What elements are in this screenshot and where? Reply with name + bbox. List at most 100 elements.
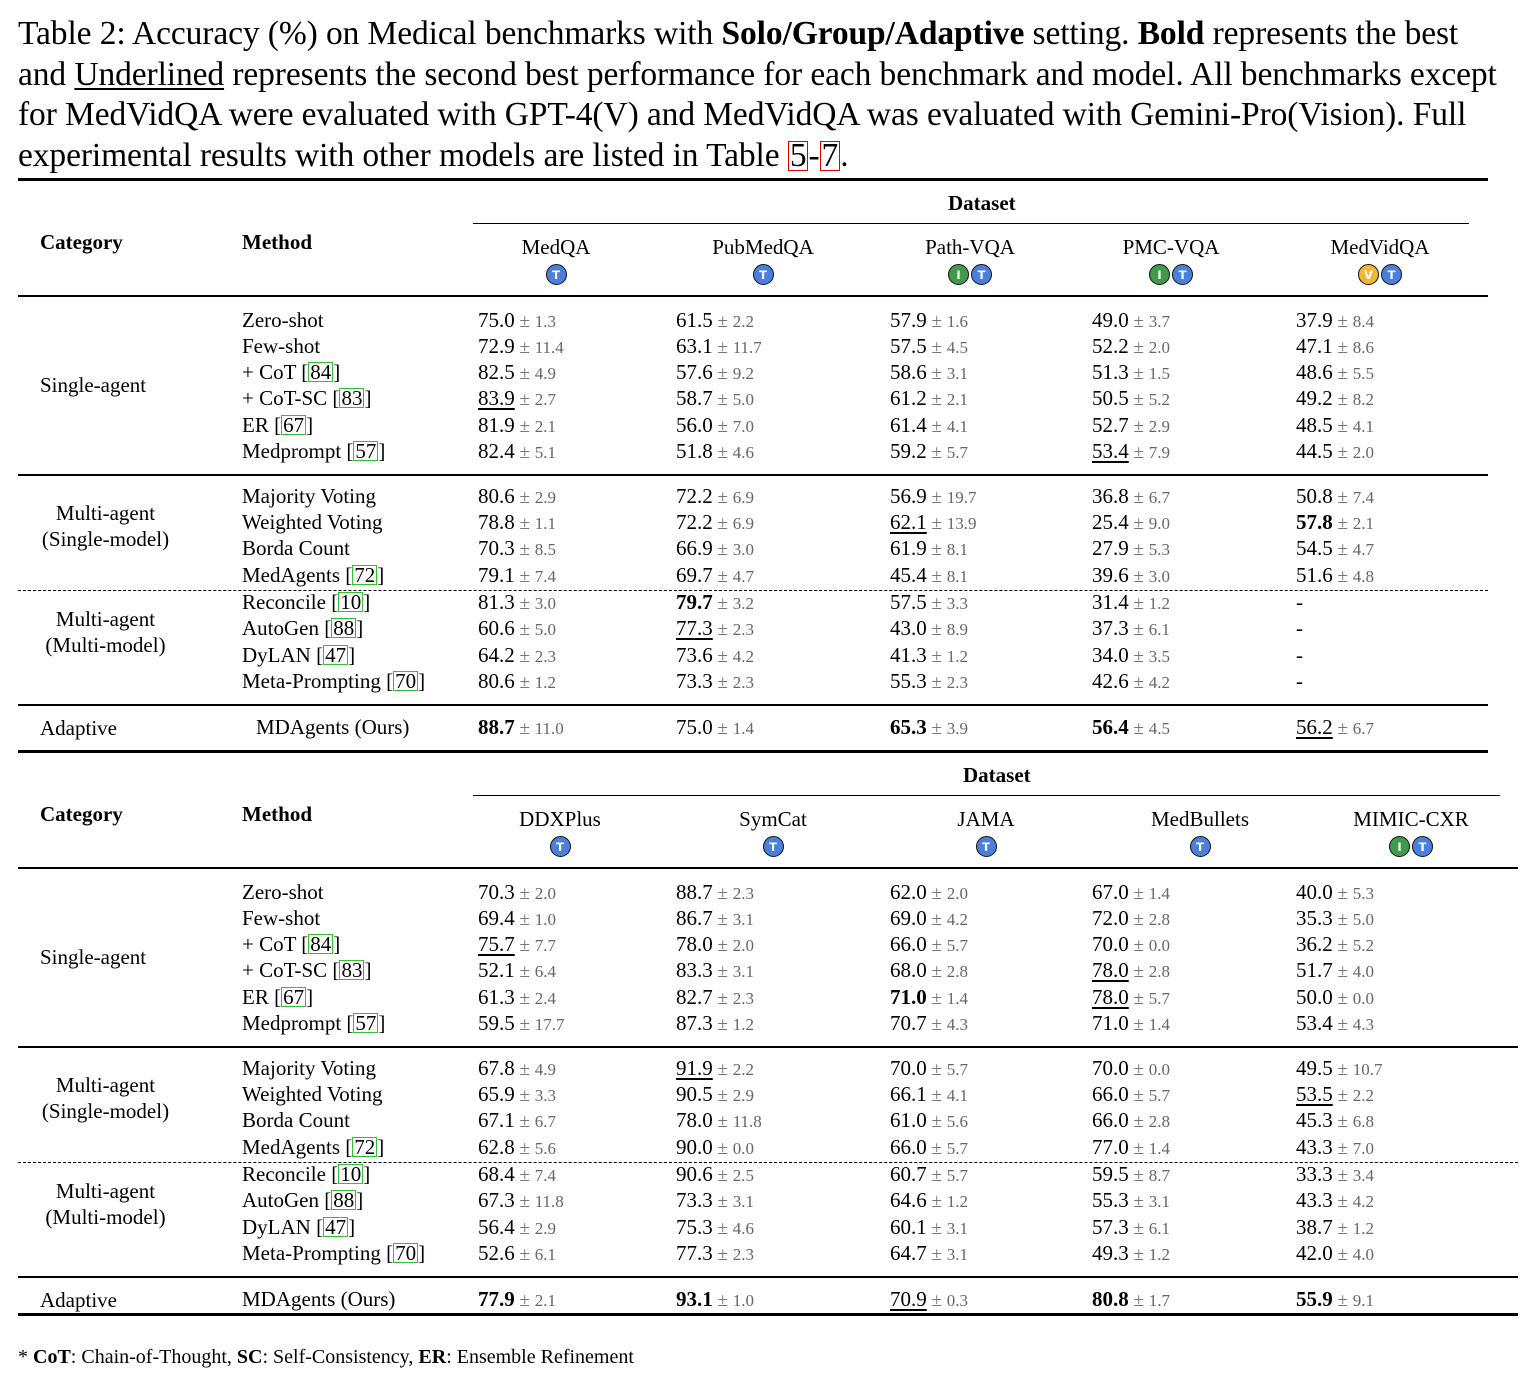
std-dev-value: 4.2 xyxy=(732,647,754,666)
plus-minus-sign: ± xyxy=(712,1085,733,1106)
result-value: 36.8 xyxy=(1092,484,1129,508)
modality-badges: T xyxy=(762,836,784,857)
plus-minus-sign: ± xyxy=(514,883,535,904)
result-value: 80.6 xyxy=(478,484,515,508)
std-dev-value: 7.4 xyxy=(534,567,556,586)
citation-link[interactable]: 83 xyxy=(339,958,365,982)
table-ref-link[interactable]: 5 xyxy=(787,136,809,174)
citation-link[interactable]: 67 xyxy=(281,413,307,437)
result-value: 80.8 xyxy=(1092,1287,1129,1311)
result-cell: 55.3 ± 2.3 xyxy=(890,669,968,695)
result-value: 82.4 xyxy=(478,439,515,463)
result-value: 35.3 xyxy=(1296,906,1333,930)
citation-link[interactable]: 84 xyxy=(308,360,334,384)
footnote-star: * xyxy=(18,1346,33,1368)
result-cell: 61.2 ± 2.1 xyxy=(890,386,968,412)
citation-link[interactable]: 10 xyxy=(338,590,364,614)
plus-minus-sign: ± xyxy=(712,513,733,534)
result-value: 52.2 xyxy=(1092,334,1129,358)
citation-link[interactable]: 70 xyxy=(393,669,419,693)
result-value: 77.0 xyxy=(1092,1135,1129,1159)
citation-link[interactable]: 57 xyxy=(353,439,379,463)
method-label: Zero-shot xyxy=(242,880,324,904)
modality-image-icon: I xyxy=(1149,264,1170,285)
result-value: 45.4 xyxy=(890,563,927,587)
method-name: Meta-Prompting [70] xyxy=(242,1241,425,1265)
plus-minus-sign: ± xyxy=(1332,363,1353,384)
result-value: 52.1 xyxy=(478,958,515,982)
result-value: 50.5 xyxy=(1092,386,1129,410)
result-cell: 78.0 ± 2.8 xyxy=(1092,958,1170,984)
citation-link[interactable]: 84 xyxy=(308,932,334,956)
plus-minus-sign: ± xyxy=(712,416,733,437)
plus-minus-sign: ± xyxy=(514,646,535,667)
std-dev-value: 7.4 xyxy=(1352,488,1374,507)
method-label: AutoGen [ xyxy=(242,1188,332,1212)
category-label: (Single-model) xyxy=(41,527,170,551)
method-label: DyLAN [ xyxy=(242,643,324,667)
std-dev-value: 19.7 xyxy=(946,488,977,507)
plus-minus-sign: ± xyxy=(712,1290,733,1311)
result-cell: 68.4 ± 7.4 xyxy=(478,1162,556,1188)
plus-minus-sign: ± xyxy=(514,311,535,332)
std-dev-value: 1.3 xyxy=(534,312,556,331)
plus-minus-sign: ± xyxy=(1332,988,1353,1009)
result-cell: 77.3 ± 2.3 xyxy=(676,1241,754,1267)
citation-link[interactable]: 47 xyxy=(323,643,349,667)
method-label: Majority Voting xyxy=(242,484,376,508)
std-dev-value: 0.0 xyxy=(1148,1060,1170,1079)
std-dev-value: 2.3 xyxy=(732,673,754,692)
result-cell: 61.9 ± 8.1 xyxy=(890,536,968,562)
method-name: + CoT-SC [83] xyxy=(242,386,371,410)
dataset-name: JAMA xyxy=(957,807,1015,831)
plus-minus-sign: ± xyxy=(712,1191,733,1212)
result-value: 31.4 xyxy=(1092,590,1129,614)
std-dev-value: 17.7 xyxy=(534,1015,565,1034)
citation-link[interactable]: 88 xyxy=(331,1188,357,1212)
plus-minus-sign: ± xyxy=(712,442,733,463)
citation-link[interactable]: 72 xyxy=(352,1135,378,1159)
citation-link[interactable]: 70 xyxy=(393,1241,419,1265)
std-dev-value: 8.5 xyxy=(534,540,556,559)
result-cell: 45.4 ± 8.1 xyxy=(890,563,968,589)
plus-minus-sign: ± xyxy=(712,883,733,904)
result-value: 61.9 xyxy=(890,536,927,560)
plus-minus-sign: ± xyxy=(514,539,535,560)
std-dev-value: 4.2 xyxy=(946,910,968,929)
citation-link[interactable]: 47 xyxy=(323,1215,349,1239)
result-cell: 62.0 ± 2.0 xyxy=(890,880,968,906)
result-value: 78.8 xyxy=(478,510,515,534)
citation-link[interactable]: 88 xyxy=(331,616,357,640)
result-cell: 37.3 ± 6.1 xyxy=(1092,616,1170,642)
plus-minus-sign: ± xyxy=(926,935,947,956)
citation-link[interactable]: 10 xyxy=(338,1162,364,1186)
result-value: 60.6 xyxy=(478,616,515,640)
result-cell: 70.3 ± 8.5 xyxy=(478,536,556,562)
result-value: 69.7 xyxy=(676,563,713,587)
method-header: Method xyxy=(242,802,312,826)
group-dash-rule xyxy=(18,590,1488,591)
plus-minus-sign: ± xyxy=(1332,1085,1353,1106)
table-ref-link[interactable]: 7 xyxy=(819,136,841,174)
result-value: 72.2 xyxy=(676,510,713,534)
std-dev-value: 8.1 xyxy=(946,567,968,586)
dataset-name: MIMIC-CXR xyxy=(1353,807,1469,831)
method-name: Zero-shot xyxy=(242,308,324,332)
dataset-name: Path-VQA xyxy=(925,235,1015,259)
citation-link[interactable]: 83 xyxy=(339,386,365,410)
method-name: + CoT [84] xyxy=(242,360,340,384)
std-dev-value: 5.7 xyxy=(1148,1086,1170,1105)
result-value: 71.0 xyxy=(890,985,927,1009)
plus-minus-sign: ± xyxy=(514,1085,535,1106)
method-name: AutoGen [88] xyxy=(242,1188,363,1212)
plus-minus-sign: ± xyxy=(926,909,947,930)
std-dev-value: 5.2 xyxy=(1352,936,1374,955)
dataset-header: Dataset xyxy=(948,191,1016,215)
result-cell: 65.3 ± 3.9 xyxy=(890,715,968,741)
citation-link[interactable]: 72 xyxy=(352,563,378,587)
citation-link[interactable]: 67 xyxy=(281,985,307,1009)
plus-minus-sign: ± xyxy=(712,1244,733,1265)
method-name: ER [67] xyxy=(242,413,313,437)
citation-link[interactable]: 57 xyxy=(353,1011,379,1035)
std-dev-value: 2.0 xyxy=(946,884,968,903)
